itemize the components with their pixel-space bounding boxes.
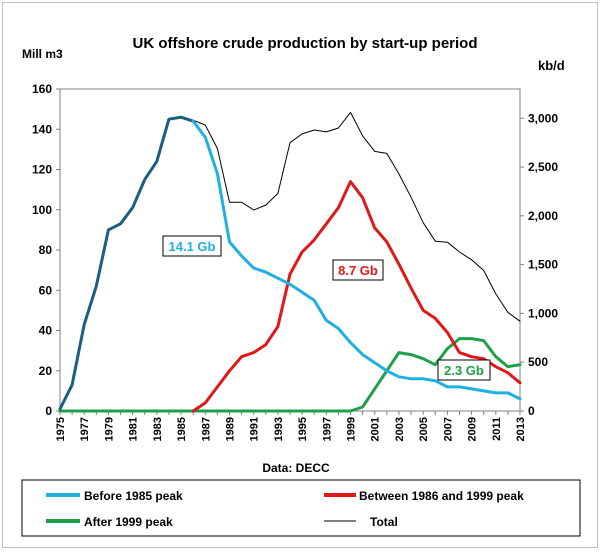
y-right-tick-label: 2,000 — [528, 209, 558, 223]
data-labels: 14.1 Gb 8.7 Gb 2.3 Gb — [162, 235, 491, 381]
x-tick-label: 1995 — [297, 417, 309, 441]
y-axis-right-label: kb/d — [538, 58, 565, 73]
x-tick-label: 1975 — [55, 417, 67, 441]
y-left-tick-label: 60 — [39, 283, 53, 297]
data-label-between-1986-1999-text: 8.7 Gb — [338, 263, 378, 278]
data-label-before-1985-box — [162, 235, 222, 257]
x-tick-label: 2005 — [418, 417, 430, 441]
y-right-tick-label: 1,000 — [528, 306, 558, 320]
x-tick-label: 2011 — [491, 417, 503, 441]
legend: Before 1985 peak Between 1986 and 1999 p… — [21, 479, 581, 537]
y-left-tick-label: 160 — [32, 82, 52, 96]
data-label-between-1986-1999-box — [332, 259, 384, 281]
x-tick-label: 1993 — [273, 417, 285, 441]
x-tick-label: 2001 — [370, 417, 382, 441]
y-left-tick-label: 120 — [32, 163, 52, 177]
y-right-tick-label: 1,500 — [528, 258, 558, 272]
series-line-after-1999 — [58, 337, 522, 413]
x-tick-label: 1979 — [103, 417, 115, 441]
x-tick-label: 1983 — [152, 417, 164, 441]
x-tick-label: 1985 — [176, 417, 188, 441]
y-left-tick-label: 40 — [39, 324, 53, 338]
y-left-tick-label: 20 — [39, 364, 53, 378]
y-right-tick-label: 3,000 — [528, 111, 558, 125]
x-tick-label: 1991 — [249, 417, 261, 441]
chart-frame — [2, 2, 598, 548]
x-tick-label: 2013 — [515, 417, 527, 441]
y-left-tick-label: 100 — [32, 203, 52, 217]
y-axis-left-label: Mill m3 — [22, 47, 63, 61]
data-label-after-1999: 2.3 Gb — [437, 359, 491, 381]
legend-label-before-1985: Before 1985 peak — [84, 489, 183, 503]
y-left-tick-label: 140 — [32, 122, 52, 136]
series-line-total — [180, 111, 521, 322]
x-tick-label: 2003 — [394, 417, 406, 441]
y-right-tick-label: 500 — [528, 355, 548, 369]
data-label-after-1999-box — [437, 359, 491, 381]
legend-box — [21, 479, 581, 537]
series-line-between-1986-1999 — [191, 180, 522, 413]
y-left-tick-label: 80 — [39, 243, 53, 257]
y-right-tick-label: 2,500 — [528, 160, 558, 174]
data-label-after-1999-text: 2.3 Gb — [444, 363, 484, 378]
x-tick-label: 1997 — [321, 417, 333, 441]
data-label-before-1985: 14.1 Gb — [162, 235, 222, 257]
data-label-between-1986-1999: 8.7 Gb — [332, 259, 384, 281]
x-tick-label: 1987 — [200, 417, 212, 441]
series-layer — [58, 111, 522, 413]
x-tick-label: 1999 — [346, 417, 358, 441]
axes: 0 20 40 60 80 100 120 140 160 0 500 1,000 1,500 2,000… — [32, 82, 558, 441]
legend-label-between-1986-1999: Between 1986 and 1999 peak — [359, 489, 524, 503]
y-left-tick-label: 0 — [45, 404, 52, 418]
series-line-before-1985-falling — [191, 119, 522, 401]
x-tick-label: 1977 — [79, 417, 91, 441]
x-axis-label: Data: DECC — [262, 461, 330, 475]
x-tick-label: 2009 — [467, 417, 479, 441]
x-tick-label: 1981 — [128, 417, 140, 441]
legend-label-after-1999: After 1999 peak — [84, 515, 173, 529]
y-right-tick-label: 0 — [528, 404, 535, 418]
data-label-before-1985-text: 14.1 Gb — [169, 239, 216, 254]
chart-title: UK offshore crude production by start-up… — [132, 35, 477, 52]
legend-label-total: Total — [370, 515, 398, 529]
x-tick-label: 1989 — [224, 417, 236, 441]
x-tick-label: 2007 — [442, 417, 454, 441]
series-line-before-1985-rising — [58, 115, 195, 411]
